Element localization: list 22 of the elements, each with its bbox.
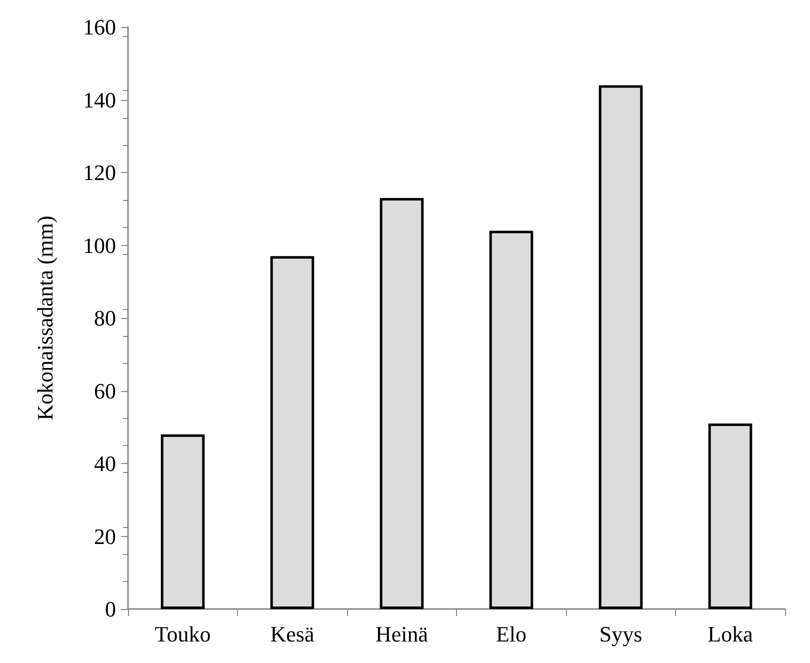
- y-tick-label: 40: [94, 451, 116, 476]
- bar: [598, 85, 643, 609]
- x-tick-label: Heinä: [375, 622, 428, 646]
- x-tick-label: Loka: [708, 622, 754, 646]
- bar: [708, 423, 752, 609]
- bar: [489, 230, 534, 609]
- y-tick-label: 100: [83, 232, 116, 258]
- y-tick-label: 60: [94, 378, 116, 404]
- x-tick-label: Elo: [496, 622, 527, 646]
- y-tick-label: 20: [94, 524, 116, 549]
- x-tick-label: Touko: [154, 622, 211, 646]
- x-tick-label: Kesä: [270, 622, 314, 646]
- bar: [270, 256, 314, 609]
- y-tick-label: 80: [94, 306, 116, 330]
- y-tick-label: 0: [105, 596, 116, 622]
- y-tick-label: 140: [83, 87, 116, 112]
- bar: [160, 434, 205, 609]
- bar: [380, 198, 424, 609]
- y-tick-label: 160: [83, 14, 116, 40]
- y-tick-label: 120: [83, 160, 116, 185]
- y-axis-title: Kokonaissadanta (mm): [32, 216, 58, 420]
- x-tick-label: Syys: [599, 622, 642, 646]
